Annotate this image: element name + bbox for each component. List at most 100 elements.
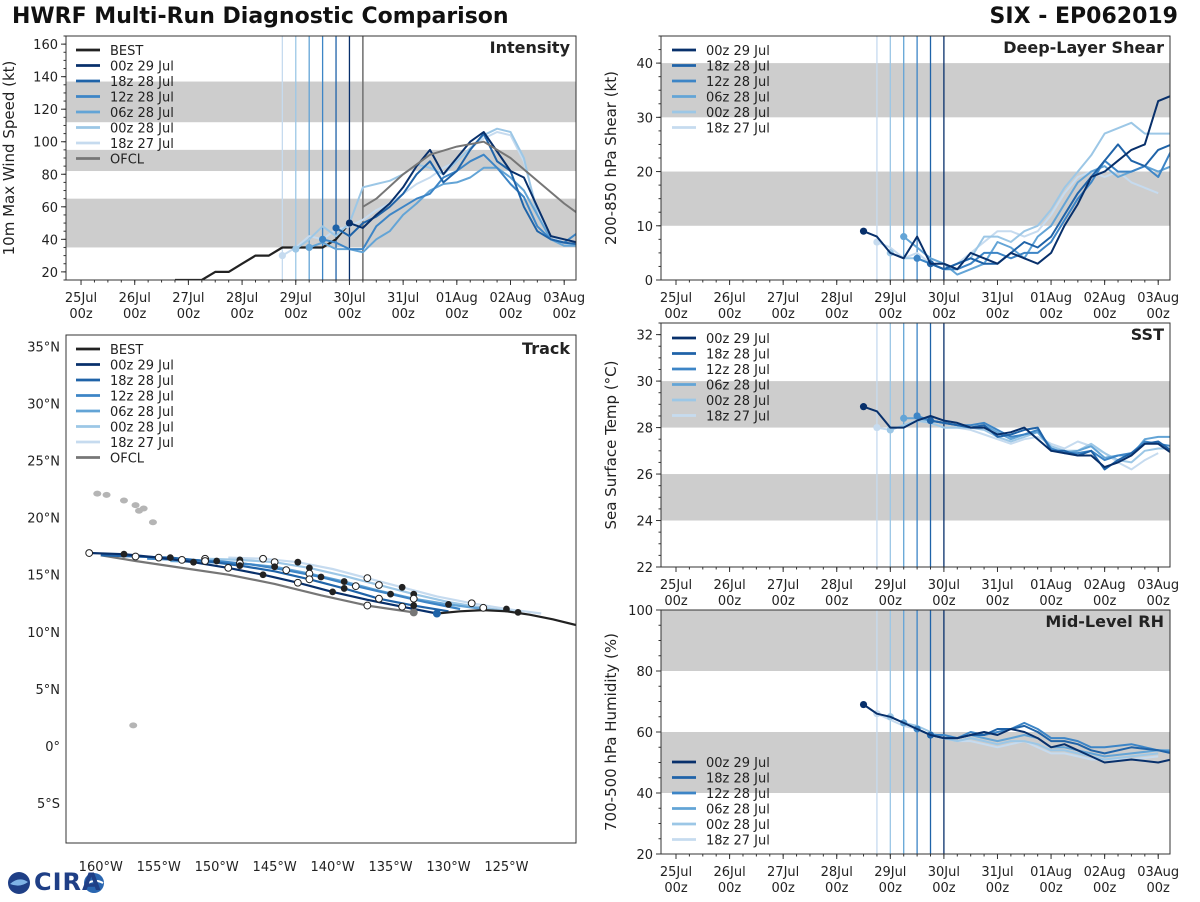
intensity-ytick-label: 160 (33, 38, 58, 53)
rh-xtick-label: 25Jul (660, 865, 692, 880)
track-island (103, 492, 111, 498)
shear-xtick-label: 01Aug (1030, 291, 1072, 306)
intensity-legend-label: 00z 28 Jul (110, 122, 174, 137)
shear-ylabel: 200-850 hPa Shear (kt) (602, 71, 620, 245)
rh-panel: 2040608010025Jul00z26Jul00z27Jul00z28Jul… (602, 604, 1200, 896)
track-xtick-label: 135°W (368, 860, 412, 875)
track-dot-12z-28-jul (318, 574, 325, 581)
sst-xtick-label: 31Jul (981, 578, 1013, 593)
rh-ylabel: 700-500 hPa Humidity (%) (602, 633, 620, 831)
shear-xtick-label: 27Jul (767, 291, 799, 306)
intensity-legend-label: 18z 28 Jul (110, 75, 174, 90)
track-island (129, 722, 137, 728)
sst-xtick-sublabel: 00z (718, 594, 742, 609)
rh-xtick-label: 03Aug (1137, 865, 1179, 880)
intensity-xtick-sublabel: 00z (123, 307, 147, 322)
intensity-xtick-sublabel: 00z (284, 307, 308, 322)
intensity-init-marker-00z-28-jul (292, 245, 299, 252)
track-legend-label: 18z 28 Jul (110, 374, 174, 389)
shear-xtick-label: 03Aug (1137, 291, 1179, 306)
sst-init-marker-18z-27-jul (873, 424, 880, 431)
shear-xtick-sublabel: 00z (1039, 307, 1063, 322)
sst-xtick-sublabel: 00z (664, 594, 688, 609)
shear-xtick-sublabel: 00z (718, 307, 742, 322)
rh-xtick-sublabel: 00z (1147, 881, 1171, 896)
track-xtick-label: 145°W (253, 860, 297, 875)
intensity-legend-label: 00z 29 Jul (110, 60, 174, 75)
intensity-ytick-label: 120 (33, 103, 58, 118)
sst-band-0 (661, 474, 1170, 520)
rh-legend-label: 06z 28 Jul (706, 803, 770, 818)
sst-init-marker-18z-28-jul (927, 417, 934, 424)
track-open-dot-00z-29-jul (399, 603, 406, 610)
track-open-dot-00z-29-jul (86, 550, 93, 557)
rh-ytick-label: 60 (636, 726, 653, 741)
intensity-xtick-label: 29Jul (280, 291, 312, 306)
track-dot-18z-27-jul (503, 606, 510, 613)
rh-xtick-sublabel: 00z (664, 881, 688, 896)
intensity-init-marker-12z-28-jul (319, 236, 326, 243)
intensity-xtick-label: 01Aug (436, 291, 478, 306)
track-open-dot-18z-27-jul (468, 600, 475, 607)
sst-xtick-label: 29Jul (874, 578, 906, 593)
track-xtick-label: 150°W (195, 860, 239, 875)
track-open-dot-12z-28-jul (352, 583, 359, 590)
track-island (120, 498, 128, 504)
shear-xtick-label: 26Jul (713, 291, 745, 306)
intensity-xtick-label: 02Aug (490, 291, 532, 306)
intensity-legend-label: 06z 28 Jul (110, 106, 174, 121)
track-open-dot-18z-28-jul (306, 576, 313, 583)
track-open-dot-00z-29-jul (294, 579, 301, 586)
rh-ytick-label: 100 (628, 604, 653, 619)
track-xtick-label: 125°W (484, 860, 528, 875)
track-open-dot-18z-28-jul (376, 595, 383, 602)
shear-xtick-label: 30Jul (928, 291, 960, 306)
rh-xtick-sublabel: 00z (718, 881, 742, 896)
sst-xtick-sublabel: 00z (986, 594, 1010, 609)
shear-panel-title: Deep-Layer Shear (1003, 38, 1164, 57)
track-open-dot-18z-27-jul (364, 575, 371, 582)
intensity-ytick-label: 40 (41, 233, 58, 248)
rh-ytick-label: 80 (636, 665, 653, 680)
intensity-xtick-sublabel: 00z (230, 307, 254, 322)
sst-init-marker-00z-29-jul (860, 403, 867, 410)
shear-ytick-label: 40 (636, 57, 653, 72)
track-dot-00z-29-jul (121, 551, 128, 558)
track-panel-title: Track (522, 339, 570, 358)
intensity-init-marker-18z-28-jul (332, 224, 339, 231)
intensity-ytick-label: 60 (41, 201, 58, 216)
track-legend-label: 18z 27 Jul (110, 436, 174, 451)
track-xtick-label: 130°W (426, 860, 470, 875)
track-open-dot-12z-28-jul (179, 556, 186, 563)
rh-xtick-label: 28Jul (821, 865, 853, 880)
sst-ytick-label: 28 (636, 422, 653, 437)
shear-legend-label: 12z 28 Jul (706, 75, 770, 90)
intensity-xtick-label: 27Jul (172, 291, 204, 306)
track-ytick-label: 5°S (37, 797, 60, 812)
rh-panel-title: Mid-Level RH (1045, 612, 1164, 631)
shear-ytick-label: 20 (636, 166, 653, 181)
rh-xtick-label: 30Jul (928, 865, 960, 880)
intensity-ytick-label: 80 (41, 168, 58, 183)
cira-logo: CIRA (6, 868, 106, 898)
shear-xtick-label: 29Jul (874, 291, 906, 306)
track-dot-00z-29-jul (190, 559, 197, 566)
track-open-dot-18z-28-jul (132, 553, 139, 560)
track-open-dot-18z-28-jul (202, 558, 209, 565)
track-ytick-label: 20°N (27, 512, 60, 527)
shear-legend-label: 00z 29 Jul (706, 44, 770, 59)
rh-xtick-sublabel: 00z (932, 881, 956, 896)
track-dot-06z-28-jul (341, 578, 348, 585)
shear-ytick-label: 0 (645, 274, 653, 289)
rh-legend-label: 12z 28 Jul (706, 787, 770, 802)
rh-xtick-label: 26Jul (713, 865, 745, 880)
intensity-xtick-label: 03Aug (543, 291, 585, 306)
sst-xtick-label: 01Aug (1030, 578, 1072, 593)
sst-ytick-label: 24 (636, 515, 653, 530)
sst-ytick-label: 30 (636, 375, 653, 390)
track-ytick-label: 0° (45, 740, 60, 755)
rh-xtick-label: 01Aug (1030, 865, 1072, 880)
rh-xtick-label: 02Aug (1084, 865, 1126, 880)
track-ytick-label: 35°N (27, 340, 60, 355)
